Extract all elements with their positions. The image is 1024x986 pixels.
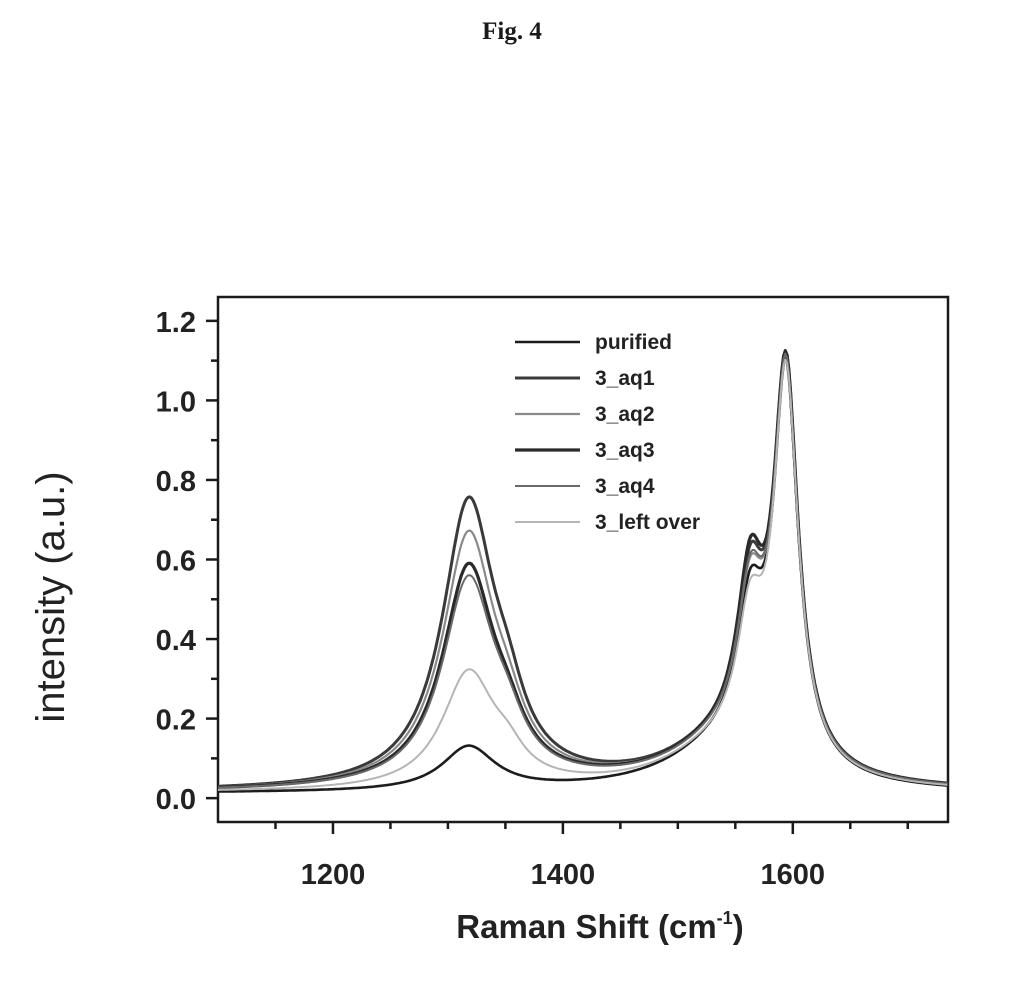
series-line-2 [218,354,947,787]
legend-label: 3_aq2 [595,403,655,426]
x-axis: 1200 1400 1600 [275,822,907,891]
legend-label: purified [595,331,672,354]
y-tick-label: 0.0 [156,784,196,816]
series-line-0 [218,359,947,792]
legend-label: 3_left over [595,511,700,534]
y-axis: 0.0 0.2 0.4 0.6 0.8 1.0 1.2 [156,307,218,816]
y-tick-label: 0.8 [156,466,196,498]
y-tick-label: 0.6 [156,546,196,578]
y-tick-label: 0.2 [156,705,196,737]
legend: purified 3_aq1 3_aq2 3_aq3 3_aq4 3_left over [515,331,700,534]
legend-label: 3_aq3 [595,439,655,462]
y-tick-label: 1.2 [156,307,196,339]
legend-label: 3_aq1 [595,367,655,390]
series-line-1 [218,351,947,786]
y-tick-label: 0.4 [156,625,196,657]
x-tick-label: 1600 [761,859,826,891]
x-tick-label: 1400 [531,859,596,891]
y-axis-title: intensity (a.u.) [29,471,73,722]
x-tick-label: 1200 [301,859,366,891]
series-line-3 [218,351,947,788]
legend-label: 3_aq4 [595,475,655,498]
series-layer [218,351,947,792]
x-axis-title: Raman Shift (cm-1) [456,908,743,945]
series-line-4 [218,354,947,788]
y-tick-label: 1.0 [156,386,196,418]
series-line-5 [218,360,947,790]
